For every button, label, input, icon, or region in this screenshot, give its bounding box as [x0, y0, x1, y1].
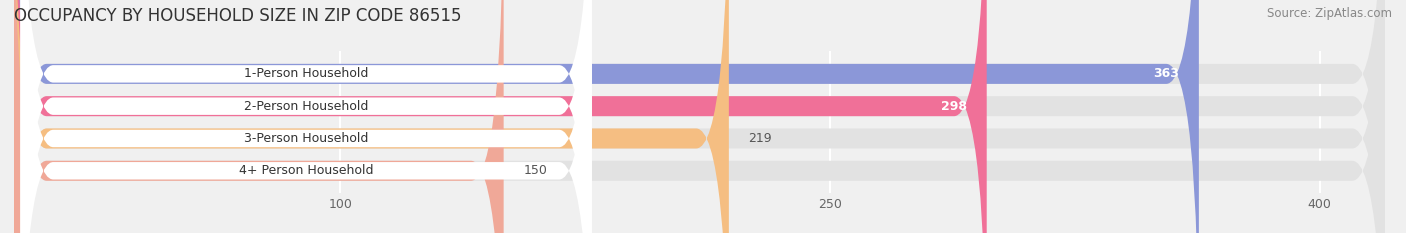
FancyBboxPatch shape [14, 0, 1199, 233]
Text: 3-Person Household: 3-Person Household [245, 132, 368, 145]
Text: Source: ZipAtlas.com: Source: ZipAtlas.com [1267, 7, 1392, 20]
FancyBboxPatch shape [14, 0, 1385, 233]
FancyBboxPatch shape [14, 0, 1385, 233]
Text: 363: 363 [1153, 67, 1180, 80]
FancyBboxPatch shape [14, 0, 1385, 233]
Text: 1-Person Household: 1-Person Household [245, 67, 368, 80]
FancyBboxPatch shape [14, 0, 1385, 233]
FancyBboxPatch shape [14, 0, 728, 233]
FancyBboxPatch shape [21, 0, 592, 233]
FancyBboxPatch shape [21, 0, 592, 233]
Text: 298: 298 [941, 100, 967, 113]
FancyBboxPatch shape [21, 0, 592, 233]
Text: OCCUPANCY BY HOUSEHOLD SIZE IN ZIP CODE 86515: OCCUPANCY BY HOUSEHOLD SIZE IN ZIP CODE … [14, 7, 461, 25]
Text: 219: 219 [748, 132, 772, 145]
Text: 4+ Person Household: 4+ Person Household [239, 164, 374, 177]
FancyBboxPatch shape [14, 0, 503, 233]
FancyBboxPatch shape [21, 0, 592, 233]
Text: 150: 150 [523, 164, 547, 177]
Text: 2-Person Household: 2-Person Household [245, 100, 368, 113]
FancyBboxPatch shape [14, 0, 987, 233]
